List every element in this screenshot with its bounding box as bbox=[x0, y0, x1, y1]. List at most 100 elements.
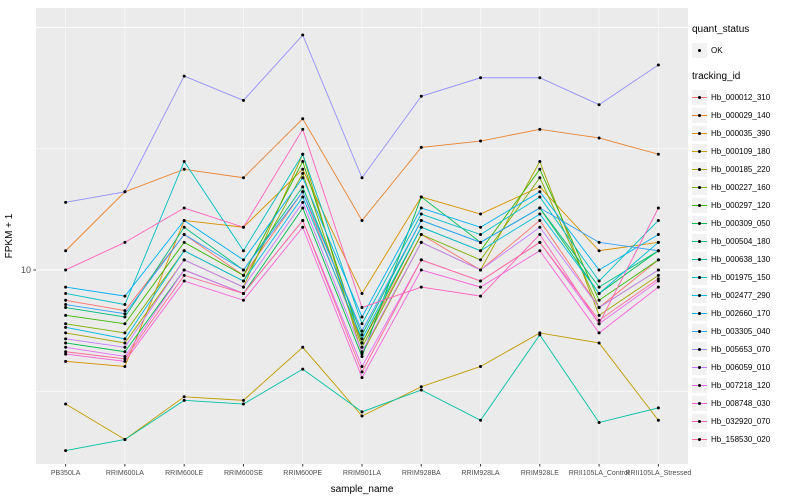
x-tick-label: RRIM600LE bbox=[165, 470, 203, 477]
data-point bbox=[479, 258, 483, 262]
line-key-icon bbox=[692, 233, 707, 249]
data-point bbox=[597, 103, 601, 107]
data-point bbox=[656, 418, 660, 422]
line-key-icon bbox=[692, 125, 707, 141]
data-point bbox=[301, 218, 305, 222]
legend-label: Hb_000227_160 bbox=[711, 182, 771, 192]
data-point bbox=[123, 354, 127, 358]
data-point bbox=[656, 273, 660, 277]
legend-item: Hb_032920_070 bbox=[692, 412, 800, 430]
data-point bbox=[360, 350, 364, 354]
data-point bbox=[360, 333, 364, 337]
data-point bbox=[538, 206, 542, 210]
data-point bbox=[301, 185, 305, 189]
legend-label: Hb_000012_310 bbox=[711, 92, 771, 102]
data-point bbox=[419, 388, 423, 392]
data-point bbox=[182, 74, 186, 78]
data-point bbox=[419, 218, 423, 222]
data-point bbox=[182, 240, 186, 244]
data-point bbox=[479, 139, 483, 143]
data-point bbox=[241, 398, 245, 402]
data-point bbox=[123, 350, 127, 354]
legend-label: Hb_005653_070 bbox=[711, 344, 771, 354]
data-point bbox=[123, 240, 127, 244]
data-point bbox=[479, 233, 483, 237]
data-point bbox=[182, 225, 186, 229]
data-point bbox=[479, 418, 483, 422]
data-point bbox=[301, 152, 305, 156]
data-point bbox=[419, 240, 423, 244]
data-point bbox=[360, 364, 364, 368]
data-point bbox=[182, 258, 186, 262]
legend-item: Hb_007218_120 bbox=[692, 376, 800, 394]
data-point bbox=[301, 33, 305, 37]
data-point bbox=[360, 354, 364, 358]
legend-label: Hb_006059_010 bbox=[711, 362, 771, 372]
x-tick-label: RRIM928LE bbox=[521, 470, 559, 477]
legend-item: Hb_000012_310 bbox=[692, 88, 800, 106]
legend-item: Hb_000297_120 bbox=[692, 196, 800, 214]
line-key-icon bbox=[692, 197, 707, 213]
data-point bbox=[123, 359, 127, 363]
line-key-icon bbox=[692, 341, 707, 357]
data-point bbox=[656, 406, 660, 410]
data-point bbox=[538, 176, 542, 180]
data-point bbox=[538, 185, 542, 189]
data-point bbox=[419, 385, 423, 389]
data-point bbox=[597, 298, 601, 302]
legend-item: Hb_000309_050 bbox=[692, 214, 800, 232]
data-point bbox=[597, 285, 601, 289]
data-point bbox=[360, 352, 364, 356]
x-tick-label: RRIM600LA bbox=[106, 470, 144, 477]
data-point bbox=[538, 240, 542, 244]
data-point bbox=[301, 367, 305, 371]
data-point bbox=[479, 279, 483, 283]
data-point bbox=[123, 437, 127, 441]
data-point bbox=[360, 306, 364, 310]
line-key-icon bbox=[692, 107, 707, 123]
line-key-icon bbox=[692, 359, 707, 375]
data-point bbox=[182, 395, 186, 399]
legend-label: Hb_002660_170 bbox=[711, 308, 771, 318]
line-key-icon bbox=[692, 377, 707, 393]
line-key-icon bbox=[692, 143, 707, 159]
data-point bbox=[301, 159, 305, 163]
data-point bbox=[479, 212, 483, 216]
x-tick-label: RRIM600PE bbox=[283, 470, 322, 477]
data-point bbox=[123, 331, 127, 335]
line-key-icon bbox=[692, 413, 707, 429]
data-point bbox=[123, 357, 127, 361]
data-point bbox=[301, 345, 305, 349]
data-point bbox=[656, 240, 660, 244]
data-point bbox=[301, 167, 305, 171]
data-point bbox=[64, 402, 68, 406]
data-point bbox=[419, 206, 423, 210]
data-point bbox=[656, 285, 660, 289]
data-point bbox=[360, 291, 364, 295]
legend-label: Hb_000035_390 bbox=[711, 128, 771, 138]
data-point bbox=[656, 152, 660, 156]
legend-label: Hb_032920_070 bbox=[711, 416, 771, 426]
data-point bbox=[538, 218, 542, 222]
data-point bbox=[123, 312, 127, 316]
data-point bbox=[419, 94, 423, 98]
data-point bbox=[301, 127, 305, 131]
data-point bbox=[123, 190, 127, 194]
data-point bbox=[301, 206, 305, 210]
point-key-icon bbox=[692, 42, 707, 58]
data-point bbox=[182, 233, 186, 237]
data-point bbox=[538, 76, 542, 80]
data-point bbox=[419, 212, 423, 216]
data-point bbox=[182, 279, 186, 283]
data-point bbox=[301, 117, 305, 121]
line-key-icon bbox=[692, 431, 707, 447]
data-point bbox=[241, 225, 245, 229]
data-point bbox=[64, 298, 68, 302]
x-tick-label: RRIM928BA bbox=[402, 470, 441, 477]
y-axis-title: FPKM + 1 bbox=[4, 213, 15, 258]
data-point bbox=[597, 268, 601, 272]
data-point bbox=[360, 176, 364, 180]
x-tick-label: RRIM901LA bbox=[343, 470, 381, 477]
legend-label: Hb_000504_180 bbox=[711, 236, 771, 246]
data-point bbox=[360, 329, 364, 333]
